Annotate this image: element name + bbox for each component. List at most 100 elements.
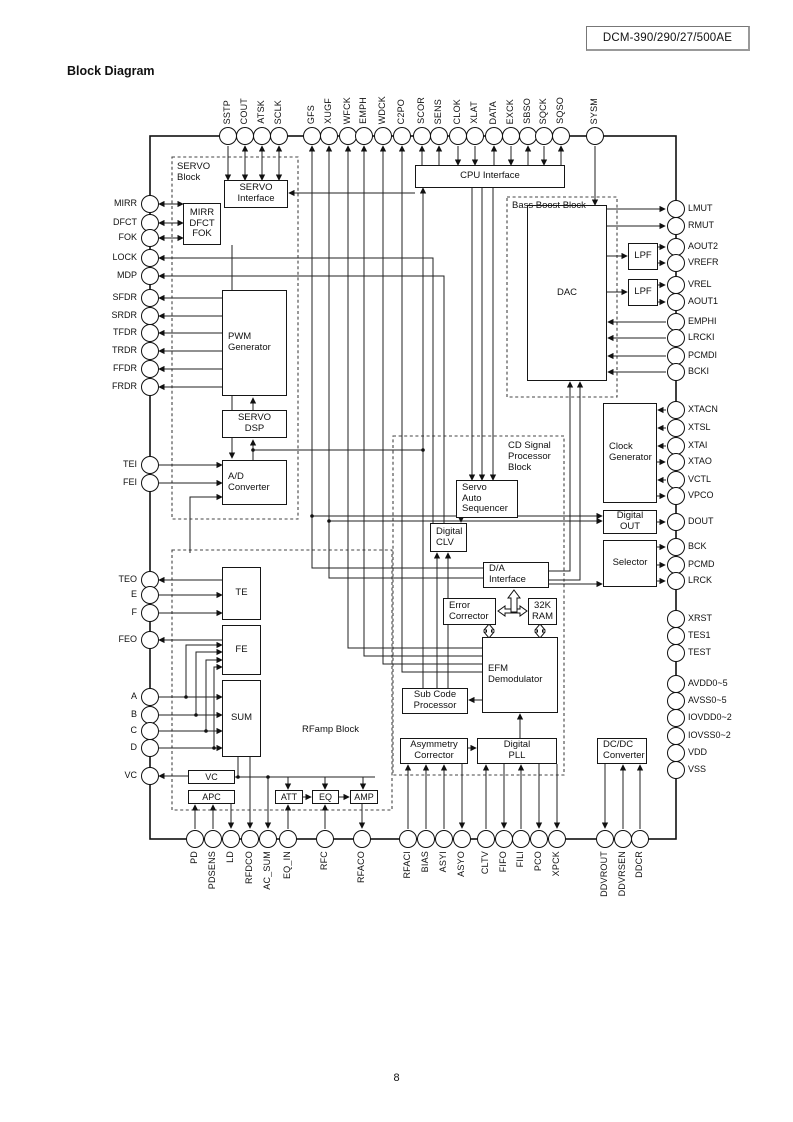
pin-lrcki <box>667 329 685 347</box>
pin-label-asyo: ASYO <box>456 851 466 877</box>
pin-srdr <box>141 307 159 325</box>
block-selector: Selector <box>603 540 657 587</box>
pin-clok <box>449 127 467 145</box>
dashed-bass-boost-block <box>506 196 618 398</box>
pin-label-pco: PCO <box>533 851 543 872</box>
dashed-servo-block <box>171 156 299 520</box>
pin-mdp <box>141 267 159 285</box>
pin-label-xlat: XLAT <box>469 101 479 124</box>
pin-label-ddcr: DDCR <box>634 851 644 878</box>
block-apc: APC <box>188 790 235 804</box>
block-amp: AMP <box>350 790 378 804</box>
pin-e <box>141 586 159 604</box>
pin-label-rfdco: RFDCO <box>244 851 254 884</box>
pin-label-pcmdi: PCMDI <box>688 350 717 360</box>
block-eq: EQ <box>312 790 339 804</box>
block-lpf2: LPF <box>628 279 658 306</box>
pin-label-sstp: SSTP <box>222 99 232 124</box>
pin-c <box>141 722 159 740</box>
dashed-label-cd-dsp: CD Signal Processor Block <box>508 440 551 474</box>
pin-label-bck: BCK <box>688 541 707 551</box>
pin-label-feo: FEO <box>118 634 137 644</box>
page-number: 8 <box>393 1072 400 1084</box>
pin-fok <box>141 229 159 247</box>
pin-label-atsk: ATSK <box>256 100 266 124</box>
pin-label-xpck: XPCK <box>551 851 561 877</box>
pin-xugf <box>320 127 338 145</box>
pin-label-xtacn: XTACN <box>688 404 718 414</box>
pin-vss <box>667 761 685 779</box>
pin-label-asyi: ASYI <box>438 851 448 873</box>
pin-pdsens <box>204 830 222 848</box>
pin-pco <box>530 830 548 848</box>
pin-label-tfdr: TFDR <box>113 327 137 337</box>
pin-a <box>141 688 159 706</box>
pin-label-eq-in: EQ_IN <box>282 851 292 880</box>
block-servo-auto-sequencer: Servo Auto Sequencer <box>456 480 518 518</box>
pin-iovdd0-2 <box>667 709 685 727</box>
pin-label-dfct: DFCT <box>113 217 137 227</box>
pin-sens <box>430 127 448 145</box>
pin-avdd0-5 <box>667 675 685 693</box>
pin-exck <box>502 127 520 145</box>
pin-label-b: B <box>130 709 137 719</box>
pin-xrst <box>667 610 685 628</box>
block-dcdc-converter: DC/DC Converter <box>597 738 647 764</box>
pin-cout <box>236 127 254 145</box>
pin-label-clok: CLOK <box>452 98 462 124</box>
dashed-label-servo: SERVO Block <box>177 161 211 184</box>
pin-lock <box>141 249 159 267</box>
pin-label-ddvrsen: DDVRSEN <box>617 851 627 897</box>
pin-atsk <box>253 127 271 145</box>
pin-label-xtao: XTAO <box>688 456 712 466</box>
pin-label-fok: FOK <box>118 232 137 242</box>
pin-label-vrel: VREL <box>688 279 712 289</box>
pin-label-pdsens: PDSENS <box>207 851 217 890</box>
doc-code-box: DCM-390/290/27/500AE <box>586 26 750 51</box>
pin-label-aout1: AOUT1 <box>688 296 719 306</box>
pin-label-mdp: MDP <box>117 270 137 280</box>
pin-label-d: D <box>130 742 138 752</box>
pin-label-srdr: SRDR <box>111 310 137 320</box>
pin-tfdr <box>141 324 159 342</box>
block-cpu-interface: CPU Interface <box>415 165 565 188</box>
pin-label-lmut: LMUT <box>688 203 713 213</box>
doc-code: DCM-390/290/27/500AE <box>602 32 733 44</box>
pin-label-c: C <box>130 725 138 735</box>
block-digital-clv: Digital CLV <box>430 523 467 552</box>
pin-mirr <box>141 195 159 213</box>
pin-label-vss: VSS <box>688 764 707 774</box>
dashed-cd-dsp-block <box>392 435 565 776</box>
pin-label-sens: SENS <box>433 98 443 124</box>
pin-label-fei: FEI <box>122 477 137 487</box>
pin-label-xtai: XTAI <box>688 440 708 450</box>
signal-lines <box>158 145 666 829</box>
pin-label-pd: PD <box>189 851 199 864</box>
pin-label-trdr: TRDR <box>112 345 137 355</box>
pin-label-e: E <box>130 589 137 599</box>
pin-label-lrck: LRCK <box>688 575 713 585</box>
pin-sysm <box>586 127 604 145</box>
dashed-label-bass-boost: Bass Boost Block <box>512 200 586 211</box>
pin-label-rfaci: RFACI <box>402 851 412 879</box>
pin-aout1 <box>667 293 685 311</box>
pin-f <box>141 604 159 622</box>
pin-ld <box>222 830 240 848</box>
pin-label-a: A <box>130 691 137 701</box>
pin-label-sysm: SYSM <box>589 97 599 124</box>
block-pwm-generator: PWM Generator <box>222 290 287 396</box>
pin-vdd <box>667 744 685 762</box>
pin-xtao <box>667 453 685 471</box>
pin-label-f: F <box>131 607 138 617</box>
block-dac: DAC <box>527 205 607 381</box>
pin-vpco <box>667 487 685 505</box>
pin-vrel <box>667 276 685 294</box>
block-digital-out: Digital OUT <box>603 510 657 534</box>
block-ram-32k: 32K RAM <box>528 598 557 625</box>
pin-label-fifo: FIFO <box>498 851 508 873</box>
pin-test <box>667 644 685 662</box>
pin-rfdco <box>241 830 259 848</box>
